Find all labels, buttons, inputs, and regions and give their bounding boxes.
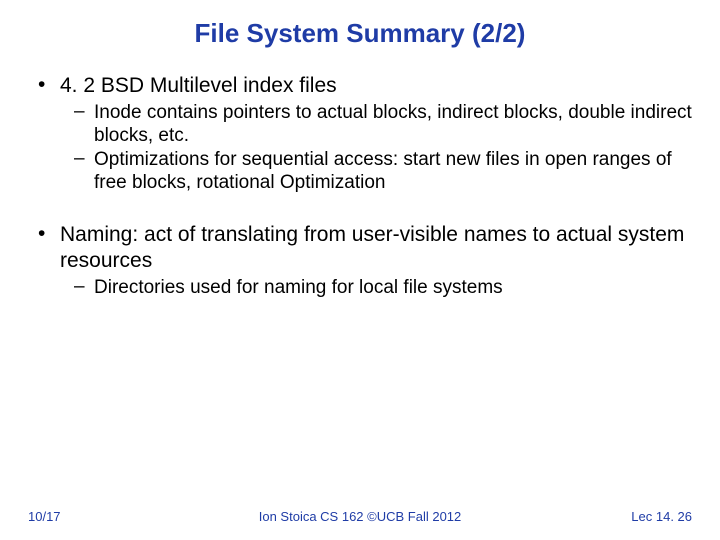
slide-container: File System Summary (2/2) • 4. 2 BSD Mul… bbox=[0, 0, 720, 540]
bullet-level1: • Naming: act of translating from user-v… bbox=[34, 222, 692, 275]
bullet-text: Directories used for naming for local fi… bbox=[94, 276, 692, 299]
bullet-dash-icon: – bbox=[74, 276, 94, 299]
footer-lecture-number: Lec 14. 26 bbox=[631, 509, 692, 524]
bullet-text: Naming: act of translating from user-vis… bbox=[60, 222, 692, 275]
bullet-level2: – Directories used for naming for local … bbox=[34, 276, 692, 299]
bullet-dash-icon: – bbox=[74, 148, 94, 194]
bullet-dot-icon: • bbox=[34, 222, 60, 275]
footer-date: 10/17 bbox=[28, 509, 61, 524]
bullet-level2: – Inode contains pointers to actual bloc… bbox=[34, 101, 692, 147]
bullet-level2: – Optimizations for sequential access: s… bbox=[34, 148, 692, 194]
slide-body: • 4. 2 BSD Multilevel index files – Inod… bbox=[28, 73, 692, 300]
bullet-text: Inode contains pointers to actual blocks… bbox=[94, 101, 692, 147]
bullet-dot-icon: • bbox=[34, 73, 60, 99]
footer-attribution: Ion Stoica CS 162 ©UCB Fall 2012 bbox=[259, 509, 462, 524]
spacer bbox=[34, 194, 692, 222]
slide-footer: 10/17 Ion Stoica CS 162 ©UCB Fall 2012 L… bbox=[0, 509, 720, 524]
bullet-level1: • 4. 2 BSD Multilevel index files bbox=[34, 73, 692, 99]
bullet-dash-icon: – bbox=[74, 101, 94, 147]
slide-title: File System Summary (2/2) bbox=[28, 18, 692, 49]
bullet-text: 4. 2 BSD Multilevel index files bbox=[60, 73, 692, 99]
bullet-text: Optimizations for sequential access: sta… bbox=[94, 148, 692, 194]
